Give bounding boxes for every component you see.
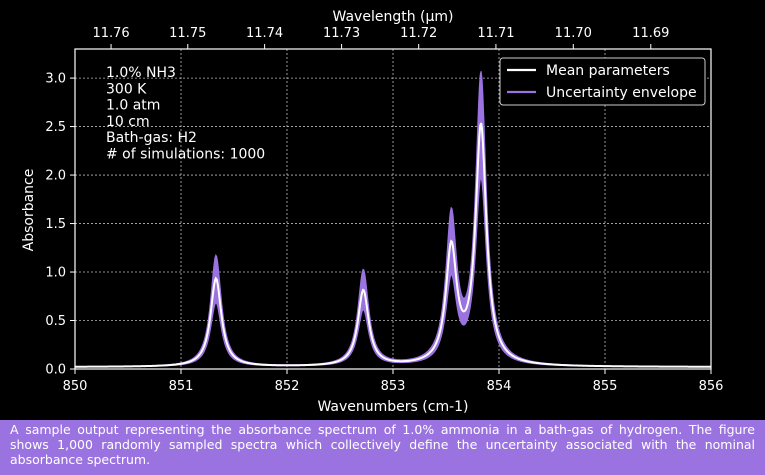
y-tick-label: 2.5 bbox=[45, 120, 66, 135]
x-tick-label: 854 bbox=[487, 379, 512, 394]
figure-caption: A sample output representing the absorba… bbox=[0, 420, 765, 475]
x-axis-label: Wavenumbers (cm-1) bbox=[317, 399, 468, 415]
top-x-tick-label: 11.72 bbox=[400, 26, 437, 41]
absorbance-chart: 850 851 852 853 854 855 856 0.0 0.5 1.0 1.5 2.0 2.5… bbox=[21, 9, 724, 415]
top-x-tick-label: 11.71 bbox=[477, 26, 514, 41]
y-tick-label: 0.5 bbox=[45, 314, 66, 329]
mean-spectrum-line bbox=[75, 122, 711, 368]
top-x-tick-label: 11.76 bbox=[92, 26, 129, 41]
y-tick-label: 2.0 bbox=[45, 169, 66, 184]
x-tick-label: 852 bbox=[275, 379, 300, 394]
top-x-tick-label: 11.70 bbox=[555, 26, 592, 41]
annotation-line: Bath-gas: H2 bbox=[106, 130, 197, 146]
y-tick-label: 1.0 bbox=[45, 266, 66, 281]
top-x-tick-label: 11.75 bbox=[169, 26, 206, 41]
x-tick-label: 855 bbox=[593, 379, 618, 394]
y-tick-label: 0.0 bbox=[45, 363, 66, 378]
mean-spectrum-path bbox=[75, 122, 711, 368]
y-axis-ticks: 0.0 0.5 1.0 1.5 2.0 2.5 3.0 bbox=[45, 72, 75, 378]
legend-label-envelope: Uncertainty envelope bbox=[546, 85, 697, 101]
top-x-tick-label: 11.69 bbox=[632, 26, 669, 41]
annotation-line: # of simulations: 1000 bbox=[106, 147, 265, 163]
annotation-line: 10 cm bbox=[106, 114, 150, 130]
x-tick-label: 850 bbox=[63, 379, 88, 394]
top-x-tick-label: 11.73 bbox=[323, 26, 360, 41]
legend-box bbox=[499, 57, 706, 106]
x-tick-label: 851 bbox=[169, 379, 194, 394]
y-tick-label: 1.5 bbox=[45, 217, 66, 232]
top-x-tick-label: 11.74 bbox=[246, 26, 283, 41]
y-axis-label: Absorbance bbox=[21, 169, 37, 252]
top-x-axis-label: Wavelength (µm) bbox=[333, 9, 454, 25]
chart-svg: 850 851 852 853 854 855 856 0.0 0.5 1.0 1.5 2.0 2.5… bbox=[21, 9, 724, 415]
x-tick-label: 853 bbox=[381, 379, 406, 394]
legend: Mean parameters Uncertainty envelope bbox=[499, 57, 706, 106]
y-tick-label: 3.0 bbox=[45, 72, 66, 87]
annotation-line: 1.0% NH3 bbox=[106, 65, 176, 81]
legend-label-mean: Mean parameters bbox=[546, 63, 670, 79]
x-tick-label: 856 bbox=[699, 379, 724, 394]
annotation-line: 1.0 atm bbox=[106, 98, 160, 114]
top-x-axis-ticks: 11.76 11.75 11.74 11.73 11.72 11.71 11.70 11.69 bbox=[92, 26, 669, 49]
x-axis-ticks: 850 851 852 853 854 855 856 bbox=[63, 369, 724, 394]
grid-lines bbox=[75, 49, 711, 369]
annotation-line: 300 K bbox=[106, 81, 147, 97]
